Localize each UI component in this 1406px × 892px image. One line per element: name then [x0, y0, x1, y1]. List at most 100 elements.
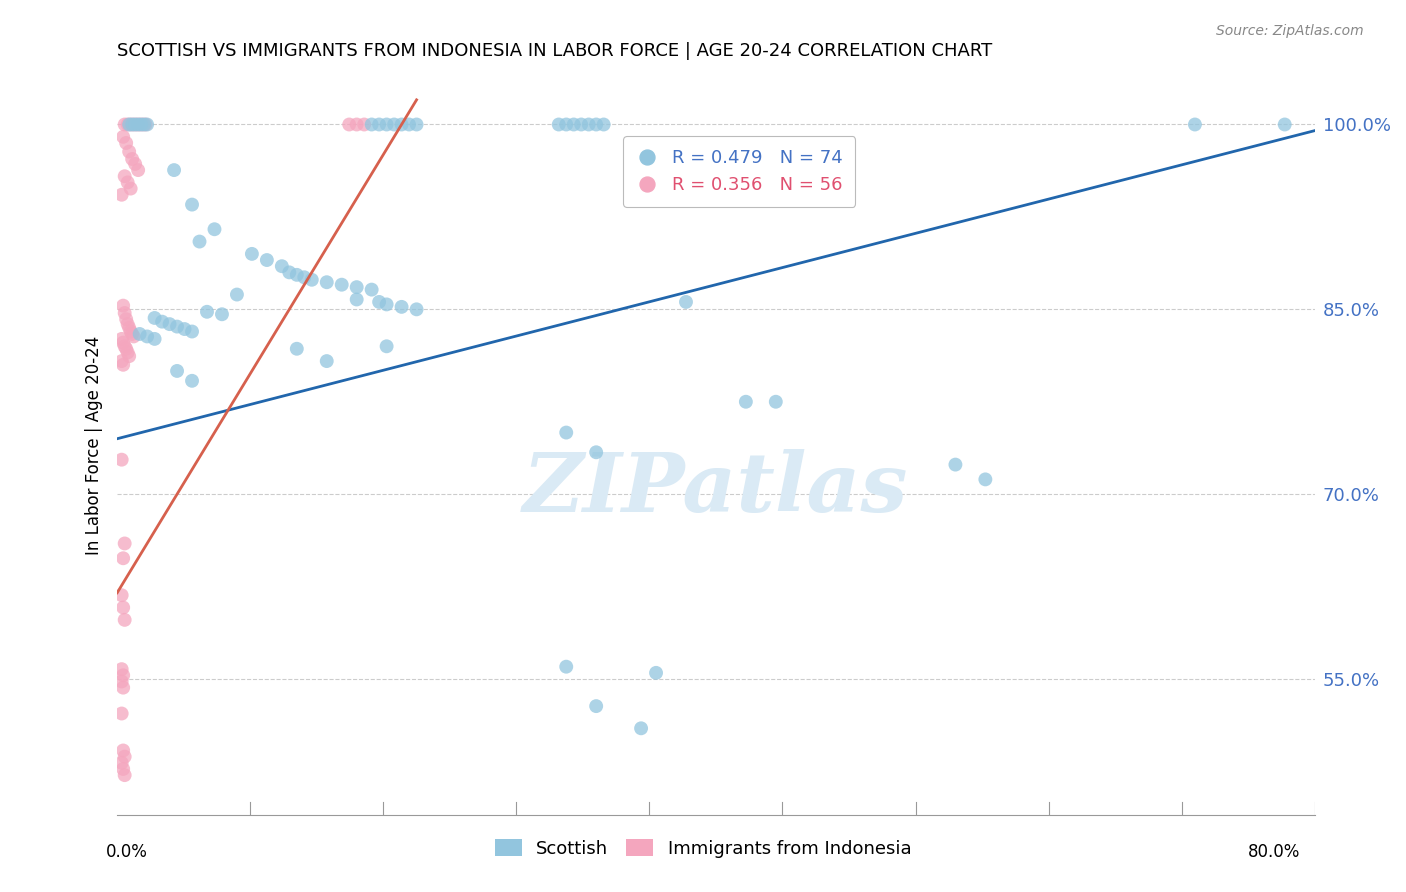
Point: [285, 268, 308, 282]
Point: [204, 222, 226, 236]
Point: [592, 118, 614, 132]
Point: [117, 175, 139, 189]
Point: [121, 326, 143, 341]
Point: [360, 283, 382, 297]
Point: [136, 329, 159, 343]
Point: [121, 118, 143, 132]
Point: [163, 163, 186, 178]
Point: [120, 118, 142, 132]
Point: [765, 394, 787, 409]
Point: [240, 247, 263, 261]
Point: [118, 349, 141, 363]
Point: [124, 157, 146, 171]
Point: [128, 326, 150, 341]
Point: [159, 317, 181, 331]
Point: [115, 312, 138, 326]
Point: [391, 300, 413, 314]
Point: [128, 118, 150, 132]
Text: 80.0%: 80.0%: [1249, 843, 1301, 861]
Point: [114, 339, 136, 353]
Text: 0.0%: 0.0%: [105, 843, 148, 861]
Point: [117, 345, 139, 359]
Point: [135, 118, 157, 132]
Point: [112, 129, 135, 144]
Point: [226, 287, 249, 301]
Point: [301, 273, 323, 287]
Point: [112, 743, 135, 757]
Point: [115, 136, 138, 150]
Point: [124, 118, 146, 132]
Point: [143, 310, 166, 325]
Point: [675, 294, 697, 309]
Point: [346, 280, 368, 294]
Point: [127, 163, 149, 178]
Point: [122, 329, 145, 343]
Point: [278, 265, 301, 279]
Point: [211, 307, 233, 321]
Point: [111, 662, 134, 676]
Point: [645, 665, 668, 680]
Point: [112, 600, 135, 615]
Point: [181, 325, 204, 339]
Text: SCOTTISH VS IMMIGRANTS FROM INDONESIA IN LABOR FORCE | AGE 20-24 CORRELATION CHA: SCOTTISH VS IMMIGRANTS FROM INDONESIA IN…: [117, 42, 993, 60]
Point: [569, 118, 592, 132]
Point: [405, 118, 427, 132]
Point: [112, 335, 135, 350]
Point: [315, 354, 337, 368]
Point: [122, 118, 145, 132]
Point: [360, 118, 382, 132]
Text: Source: ZipAtlas.com: Source: ZipAtlas.com: [1216, 24, 1364, 38]
Point: [547, 118, 569, 132]
Point: [181, 197, 204, 211]
Point: [120, 181, 142, 195]
Point: [114, 118, 136, 132]
Point: [112, 668, 135, 682]
Point: [555, 425, 578, 440]
Point: [578, 118, 600, 132]
Point: [585, 699, 607, 714]
Point: [125, 118, 148, 132]
Point: [181, 374, 204, 388]
Point: [346, 118, 368, 132]
Point: [346, 293, 368, 307]
Point: [974, 472, 997, 486]
Point: [143, 332, 166, 346]
Point: [555, 118, 578, 132]
Point: [368, 118, 391, 132]
Point: [112, 681, 135, 695]
Point: [129, 118, 152, 132]
Point: [368, 294, 391, 309]
Point: [585, 118, 607, 132]
Point: [136, 118, 159, 132]
Point: [391, 118, 413, 132]
Point: [111, 588, 134, 602]
Point: [375, 118, 398, 132]
Text: ZIPatlas: ZIPatlas: [523, 450, 908, 529]
Point: [405, 302, 427, 317]
Point: [114, 749, 136, 764]
Point: [111, 354, 134, 368]
Point: [292, 270, 315, 285]
Point: [585, 445, 607, 459]
Point: [114, 169, 136, 184]
Point: [330, 277, 353, 292]
Point: [315, 275, 337, 289]
Point: [117, 317, 139, 331]
Point: [734, 394, 756, 409]
Point: [115, 342, 138, 356]
Point: [118, 321, 141, 335]
Point: [945, 458, 967, 472]
Point: [195, 305, 218, 319]
Point: [382, 118, 405, 132]
Point: [111, 187, 134, 202]
Point: [630, 721, 652, 735]
Point: [114, 306, 136, 320]
Point: [112, 762, 135, 776]
Point: [111, 706, 134, 721]
Point: [256, 253, 278, 268]
Point: [111, 452, 134, 467]
Point: [114, 613, 136, 627]
Point: [112, 299, 135, 313]
Legend: R = 0.479   N = 74, R = 0.356   N = 56: R = 0.479 N = 74, R = 0.356 N = 56: [623, 136, 855, 207]
Point: [188, 235, 211, 249]
